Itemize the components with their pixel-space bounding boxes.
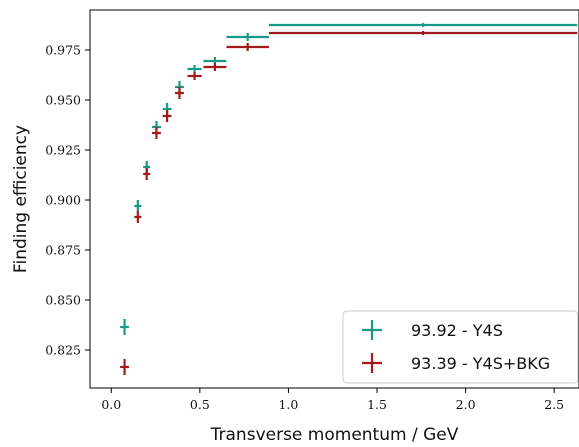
- plot-frame: [89, 9, 579, 389]
- x-tick-label: 0.5: [190, 397, 210, 412]
- x-tick-label: 2.0: [456, 397, 476, 412]
- legend: 93.92 - Y4S 93.39 - Y4S+BKG: [342, 310, 579, 384]
- series-2: [120, 31, 578, 375]
- y-tick-label: 0.875: [45, 243, 81, 258]
- x-tick-label: 1.0: [278, 397, 298, 412]
- y-tick-label: 0.900: [45, 193, 81, 208]
- x-tick-label: 2.5: [544, 397, 564, 412]
- y-tick-label: 0.950: [45, 93, 81, 108]
- y-tick-label: 0.975: [45, 43, 81, 58]
- series-1: [120, 23, 578, 335]
- series-layer: [120, 23, 578, 375]
- legend-label: 93.39 - Y4S+BKG: [411, 354, 550, 373]
- y-tick-label: 0.925: [45, 143, 81, 158]
- x-tick-label: 0.0: [101, 397, 121, 412]
- y-axis: 0.825 0.850 0.875 0.900 0.925 0.950 0.975: [45, 43, 90, 358]
- x-tick-label: 1.5: [367, 397, 387, 412]
- y-tick-label: 0.850: [45, 293, 81, 308]
- y-tick-label: 0.825: [45, 343, 81, 358]
- legend-box: [342, 310, 579, 384]
- legend-label: 93.92 - Y4S: [411, 321, 503, 340]
- x-axis: 0.0 0.5 1.0 1.5 2.0 2.5: [101, 388, 564, 412]
- y-axis-label: Finding efficiency: [11, 125, 31, 273]
- x-axis-label: Transverse momentum / GeV: [210, 425, 459, 445]
